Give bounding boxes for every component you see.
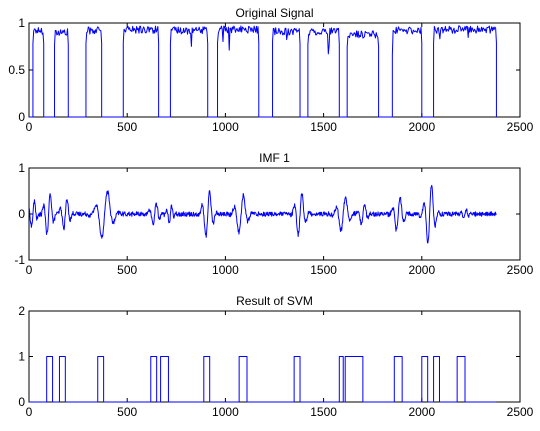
panel-result-of-svm: Result of SVM 0 500 1000 1500 2000 2500 0 1 2: [18, 294, 533, 419]
imf-line: [28, 184, 497, 244]
axis-ticks: 0 500 1000 1500 2000 2500 0 0.5 1: [8, 16, 533, 134]
y-tick-label: 0: [18, 207, 25, 221]
y-tick-label: 2: [18, 304, 25, 318]
x-tick-label: 1500: [310, 120, 337, 134]
y-tick-label: 1: [18, 350, 25, 364]
x-tick-label: 1000: [212, 405, 239, 419]
x-tick-label: 0: [26, 120, 33, 134]
signal-line: [29, 25, 497, 118]
x-tick-label: 500: [117, 405, 137, 419]
x-tick-label: 500: [117, 263, 137, 277]
x-tick-label: 2500: [507, 263, 534, 277]
chart-title: Original Signal: [235, 6, 313, 20]
panel-imf-1: IMF 1 0 500 1000 1500 2000 2500-101: [14, 151, 533, 277]
y-tick-label: 0: [18, 395, 25, 409]
x-tick-label: 2500: [507, 120, 534, 134]
y-tick-label: 0: [18, 110, 25, 124]
x-tick-label: 1000: [212, 263, 239, 277]
panel-original-signal: Original Signal 0 500 1000 1500 2000 2500 0 0.5…: [8, 6, 533, 134]
x-tick-label: 1000: [212, 120, 239, 134]
x-tick-label: 2500: [507, 405, 534, 419]
y-tick-label: 0.5: [8, 63, 25, 77]
y-tick-label: -1: [14, 253, 25, 267]
x-tick-label: 0: [26, 405, 33, 419]
plot-area: [28, 22, 521, 118]
y-tick-label: 1: [18, 16, 25, 30]
svm-result-line: [29, 356, 497, 403]
x-tick-label: 2000: [408, 263, 435, 277]
chart-title: IMF 1: [259, 151, 290, 165]
chart-title: Result of SVM: [236, 294, 313, 308]
axis-ticks: 0 500 1000 1500 2000 2500-101: [14, 161, 533, 277]
x-tick-label: 1500: [310, 263, 337, 277]
x-tick-label: 2000: [408, 120, 435, 134]
y-tick-label: 1: [18, 161, 25, 175]
x-tick-label: 0: [26, 263, 33, 277]
x-tick-label: 500: [117, 120, 137, 134]
axis-ticks: 0 500 1000 1500 2000 2500 0 1 2: [18, 304, 533, 419]
x-tick-label: 1500: [310, 405, 337, 419]
x-tick-label: 2000: [408, 405, 435, 419]
